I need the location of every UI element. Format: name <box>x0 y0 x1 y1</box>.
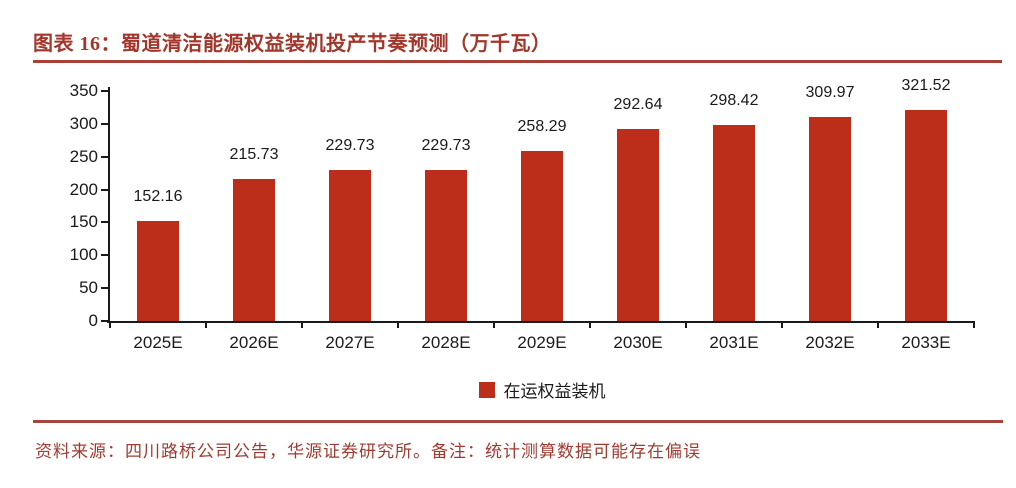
y-axis-tick <box>101 122 108 125</box>
legend-swatch-icon <box>478 381 495 398</box>
x-axis-tick <box>301 323 303 328</box>
y-axis-tick-label: 150 <box>69 212 98 232</box>
x-axis-tick <box>781 323 783 328</box>
y-axis-tick <box>101 287 108 290</box>
y-axis-tick <box>101 221 108 224</box>
bar-value-label: 292.64 <box>613 95 663 113</box>
bar-value-label: 309.97 <box>805 84 855 102</box>
title-underline <box>33 60 1002 63</box>
x-axis-label: 2031E <box>709 333 759 352</box>
y-axis-tick-label: 100 <box>69 245 98 265</box>
figure-title: 图表 16：蜀道清洁能源权益装机投产节奏预测（万千瓦） <box>33 33 552 55</box>
bar <box>809 117 851 321</box>
bar <box>137 221 179 321</box>
x-axis-tick <box>397 323 399 328</box>
bar <box>521 151 563 321</box>
x-axis-label: 2027E <box>325 333 375 352</box>
bar-value-label: 321.52 <box>901 76 951 94</box>
y-axis-tick <box>101 254 108 257</box>
x-axis-label: 2032E <box>805 333 855 352</box>
bar-value-label: 152.16 <box>133 188 183 205</box>
bar-value-label: 215.73 <box>229 146 279 164</box>
x-axis-tick <box>685 323 687 328</box>
legend-label: 在运权益装机 <box>503 382 606 401</box>
y-axis-tick-label: 300 <box>69 113 98 133</box>
bar <box>425 170 467 321</box>
bar-value-label: 258.29 <box>517 118 567 136</box>
x-axis-tick <box>877 323 879 328</box>
bar-value-label: 229.73 <box>325 137 375 155</box>
x-axis-tick <box>109 323 111 328</box>
x-axis-tick <box>589 323 591 328</box>
footer-rule <box>33 420 1003 423</box>
y-axis-tick-label: 350 <box>69 81 98 100</box>
x-axis-label: 2029E <box>517 333 567 352</box>
bar <box>233 179 275 321</box>
bar <box>329 170 371 321</box>
x-axis-tick <box>205 323 207 328</box>
y-axis-tick-label: 50 <box>79 278 98 298</box>
bar-value-label: 229.73 <box>421 137 471 155</box>
y-axis-tick <box>101 155 108 158</box>
x-axis-tick <box>493 323 495 328</box>
y-axis-tick-label: 0 <box>88 311 98 330</box>
source-note: 资料来源：四川路桥公司公告，华源证券研究所。备注：统计测算数据可能存在偏误 <box>35 442 701 461</box>
y-axis-tick-label: 200 <box>69 179 98 199</box>
legend: 在运权益装机 <box>110 377 974 402</box>
bar-value-label: 298.42 <box>709 91 759 109</box>
bar <box>617 128 659 321</box>
x-axis-tick <box>973 323 975 328</box>
x-axis-label: 2030E <box>613 333 663 352</box>
y-axis-tick-label: 250 <box>69 146 98 166</box>
x-axis-label: 2028E <box>421 333 471 352</box>
x-axis-label: 2025E <box>133 333 183 352</box>
x-axis-label: 2026E <box>229 333 279 352</box>
bar-chart: 0 50 100 150 200 250 300 350 152.16 2025E 215.73 20… <box>69 76 975 402</box>
bar <box>905 109 947 321</box>
y-axis-line <box>108 87 110 323</box>
y-axis-tick <box>101 320 108 322</box>
x-axis-line <box>107 320 975 323</box>
x-axis-label: 2033E <box>901 333 951 352</box>
bar <box>713 124 755 321</box>
y-axis-tick <box>101 188 108 191</box>
y-axis-tick <box>101 90 108 92</box>
